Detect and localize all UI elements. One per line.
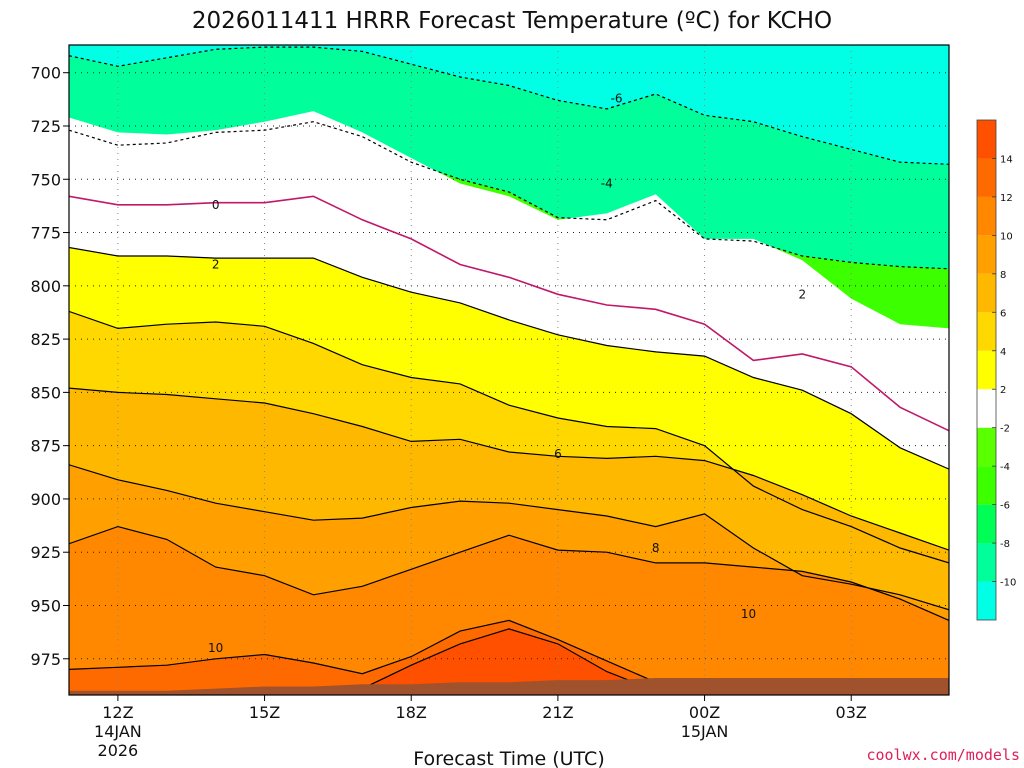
contour-label: 10: [208, 641, 223, 655]
colorbar-tick-label: 2: [1000, 385, 1006, 396]
contour-label: -6: [611, 91, 623, 105]
colorbar-frame: [976, 119, 997, 621]
ground-terrain: [69, 678, 949, 695]
colorbar-tick-label: -4: [1000, 462, 1010, 473]
colorbar-tick-label: -2: [1000, 424, 1010, 435]
colorbar-tick-label: -6: [1000, 501, 1010, 512]
contour-label: 10: [741, 607, 756, 621]
colorbar-swatch: [977, 389, 996, 428]
credit-text: coolwx.com/models: [866, 746, 1020, 764]
contour-label: -4: [601, 177, 613, 191]
colorbar-tick-label: -10: [1000, 578, 1016, 589]
colorbar-swatch: [977, 581, 996, 620]
colorbar-tick-label: -8: [1000, 539, 1010, 550]
colorbar-swatch: [977, 504, 996, 544]
contour-label: 2: [799, 287, 807, 301]
contour-label: 6: [554, 447, 562, 461]
colorbar-swatch: [977, 196, 996, 236]
y-tick-label: 925: [30, 543, 61, 562]
temperature-band-10: [69, 526, 949, 695]
colorbar-swatch: [977, 158, 996, 197]
isotherm-6: [69, 387, 949, 551]
plot-area: -6 -4 0 2 2 6 8 10 10: [68, 44, 950, 696]
y-tick-label: 825: [30, 330, 61, 349]
colorbar-tick-label: 12: [1000, 193, 1013, 204]
plot-frame: [68, 44, 950, 696]
colorbar-swatch: [977, 273, 996, 313]
y-tick-label: 875: [30, 437, 61, 456]
x-tick-label: 18Z: [396, 703, 427, 722]
colorbar-tick-label: 6: [1000, 308, 1006, 319]
colorbar-tick-label: 4: [1000, 347, 1006, 358]
x-axis-label: Forecast Time (UTC): [413, 748, 604, 768]
isotherm--4: [69, 121, 949, 270]
colorbar-swatch: [977, 350, 996, 390]
colorbar-swatch: [977, 543, 996, 582]
colorbar-tick-label: 14: [1000, 154, 1013, 165]
y-tick-label: 900: [30, 490, 61, 509]
plot-contents: -6 -4 0 2 2 6 8 10 10: [69, 45, 949, 695]
y-tick-label: 725: [30, 117, 61, 136]
isotherm-8: [69, 464, 949, 611]
y-tick-label: 750: [30, 170, 61, 189]
colorbar-tick-label: 10: [1000, 231, 1013, 242]
colorbar-swatch: [977, 312, 996, 351]
y-tick-label: 950: [30, 596, 61, 615]
x-tick-sublabel: 15JAN: [681, 722, 729, 741]
contour-label: 8: [652, 541, 660, 555]
isotherm-4: [69, 310, 949, 564]
chart-title: 2026011411 HRRR Forecast Temperature (ºC…: [192, 8, 832, 34]
x-tick-label: 21Z: [542, 703, 573, 722]
x-tick-label: 00Z: [689, 703, 720, 722]
colorbar-swatch: [977, 427, 996, 467]
x-tick-sublabel: 14JAN: [94, 722, 142, 741]
x-tick-label: 03Z: [836, 703, 867, 722]
colorbar-swatch: [977, 120, 996, 159]
colorbar-tick-label: 8: [1000, 270, 1006, 281]
x-tick-label: 12Z: [102, 703, 133, 722]
contour-label: 2: [212, 258, 220, 272]
isotherm-12: [69, 619, 949, 695]
x-tick-label: 15Z: [249, 703, 280, 722]
contour-label: 0: [212, 198, 220, 212]
isotherm-14: [69, 628, 949, 695]
temperature-band-14: [69, 628, 949, 695]
colorbar: -10 -8 -6 -4 -2 2 4 6 8 10 12 14: [976, 119, 1016, 621]
isotherm-0: [69, 195, 949, 432]
y-axis: 700 725 750 775 800 825 850 875 900 925 950 975: [30, 64, 69, 669]
isotherm-10: [69, 525, 949, 621]
y-tick-label: 700: [30, 64, 61, 83]
colorbar-swatch: [977, 235, 996, 274]
y-tick-label: 800: [30, 277, 61, 296]
isotherm-2: [69, 246, 949, 470]
y-tick-label: 975: [30, 650, 61, 669]
x-tick-sublabel: 2026: [98, 741, 139, 760]
isotherm--6: [69, 46, 949, 165]
y-tick-label: 850: [30, 383, 61, 402]
colorbar-swatch: [977, 466, 996, 505]
y-tick-label: 775: [30, 224, 61, 243]
